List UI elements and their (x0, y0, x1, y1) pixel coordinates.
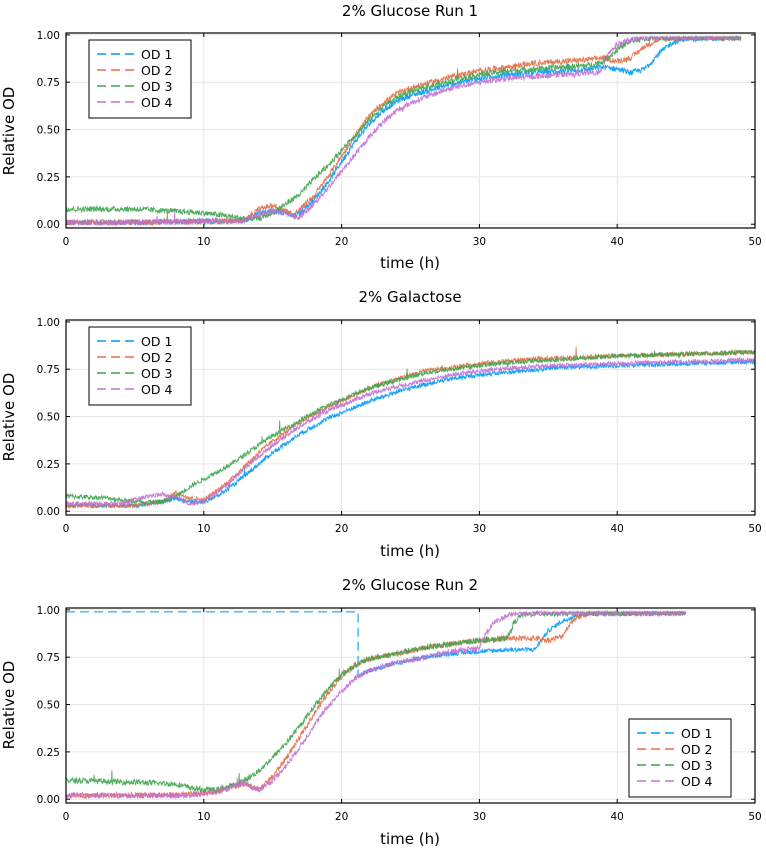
legend-label: OD 1 (141, 47, 172, 62)
x-tick-label: 40 (611, 236, 624, 248)
series-line-od-4 (65, 356, 755, 508)
x-tick-label: 10 (197, 811, 210, 823)
x-tick-label: 30 (473, 236, 486, 248)
legend: OD 1OD 2OD 3OD 4 (628, 718, 732, 798)
y-tick-label: 1.00 (37, 30, 60, 42)
series-group (65, 35, 742, 227)
x-tick-label: 50 (748, 811, 761, 823)
x-tick-label: 0 (63, 523, 70, 535)
x-tick-label: 10 (197, 236, 210, 248)
x-tick-label: 20 (335, 811, 348, 823)
y-tick-label: 1.00 (37, 605, 60, 617)
x-tick-label: 20 (335, 523, 348, 535)
plot-frame (65, 32, 756, 229)
legend-label: OD 4 (141, 382, 172, 397)
legend: OD 1OD 2OD 3OD 4 (88, 326, 192, 406)
series-line-od-1 (357, 610, 687, 679)
x-tick-label: 0 (63, 811, 70, 823)
y-tick-label: 0.25 (37, 459, 60, 471)
legend-label: OD 3 (681, 758, 712, 773)
y-tick-label: 0.50 (37, 412, 60, 424)
y-tick-label: 0.25 (37, 172, 60, 184)
x-tick-label: 50 (748, 236, 761, 248)
legend-label: OD 3 (141, 79, 172, 94)
x-tick-label: 40 (611, 811, 624, 823)
y-axis-label: Relative OD (0, 661, 18, 750)
x-axis-label: time (h) (380, 542, 440, 560)
subplot-glucose-run-1: 2% Glucose Run 1 time (h) Relative OD 0 1… (0, 2, 762, 272)
x-axis-label: time (h) (380, 254, 440, 272)
x-tick-label: 40 (611, 523, 624, 535)
y-tick-label: 0.00 (37, 219, 60, 231)
series-line-od-3 (65, 348, 755, 506)
y-tick-label: 0.75 (37, 77, 60, 89)
legend-label: OD 2 (141, 63, 172, 78)
x-axis-label: time (h) (380, 830, 440, 848)
y-tick-label: 0.00 (37, 794, 60, 806)
legend-box (628, 718, 732, 798)
y-tick-label: 0.25 (37, 747, 60, 759)
legend-label: OD 2 (141, 350, 172, 365)
x-tick-label: 30 (473, 811, 486, 823)
grid (65, 608, 756, 803)
legend-box (88, 39, 192, 119)
legend-label: OD 4 (681, 774, 712, 789)
x-tick-label: 30 (473, 523, 486, 535)
y-axis-label: Relative OD (0, 87, 18, 176)
y-tick-label: 0.75 (37, 364, 60, 376)
series-group (65, 346, 756, 510)
series-line-od-4 (65, 35, 742, 227)
legend-label: OD 1 (141, 334, 172, 349)
y-tick-label: 0.50 (37, 125, 60, 137)
series-line-od-3 (65, 610, 687, 794)
x-tick-label: 10 (197, 523, 210, 535)
x-tick-label: 0 (63, 236, 70, 248)
legend-label: OD 1 (681, 726, 712, 741)
y-tick-label: 0.75 (37, 652, 60, 664)
series-dashed-od-1 (66, 611, 359, 677)
subplot-title: 2% Glucose Run 2 (342, 576, 478, 594)
legend-label: OD 2 (681, 742, 712, 757)
y-tick-label: 1.00 (37, 317, 60, 329)
plot-frame (65, 319, 756, 516)
y-axis-label: Relative OD (0, 373, 18, 462)
subplot-galactose: 2% Galactose time (h) Relative OD 0 10 20 3… (0, 288, 762, 560)
x-tick-label: 50 (748, 523, 761, 535)
subplot-title: 2% Glucose Run 1 (342, 2, 478, 20)
legend-label: OD 4 (141, 95, 172, 110)
subplot-title: 2% Galactose (358, 288, 461, 306)
plot-frame (65, 607, 756, 804)
series-group (65, 610, 687, 800)
y-tick-label: 0.50 (37, 700, 60, 712)
subplot-glucose-run-2: 2% Glucose Run 2 time (h) Relative OD 0 1… (0, 576, 762, 848)
x-tick-label: 20 (335, 236, 348, 248)
legend-label: OD 3 (141, 366, 172, 381)
legend-box (88, 326, 192, 406)
series-line-od-1 (65, 358, 756, 510)
y-tick-label: 0.00 (37, 506, 60, 518)
series-line-od-4 (65, 610, 686, 800)
legend: OD 1OD 2OD 3OD 4 (88, 39, 192, 119)
